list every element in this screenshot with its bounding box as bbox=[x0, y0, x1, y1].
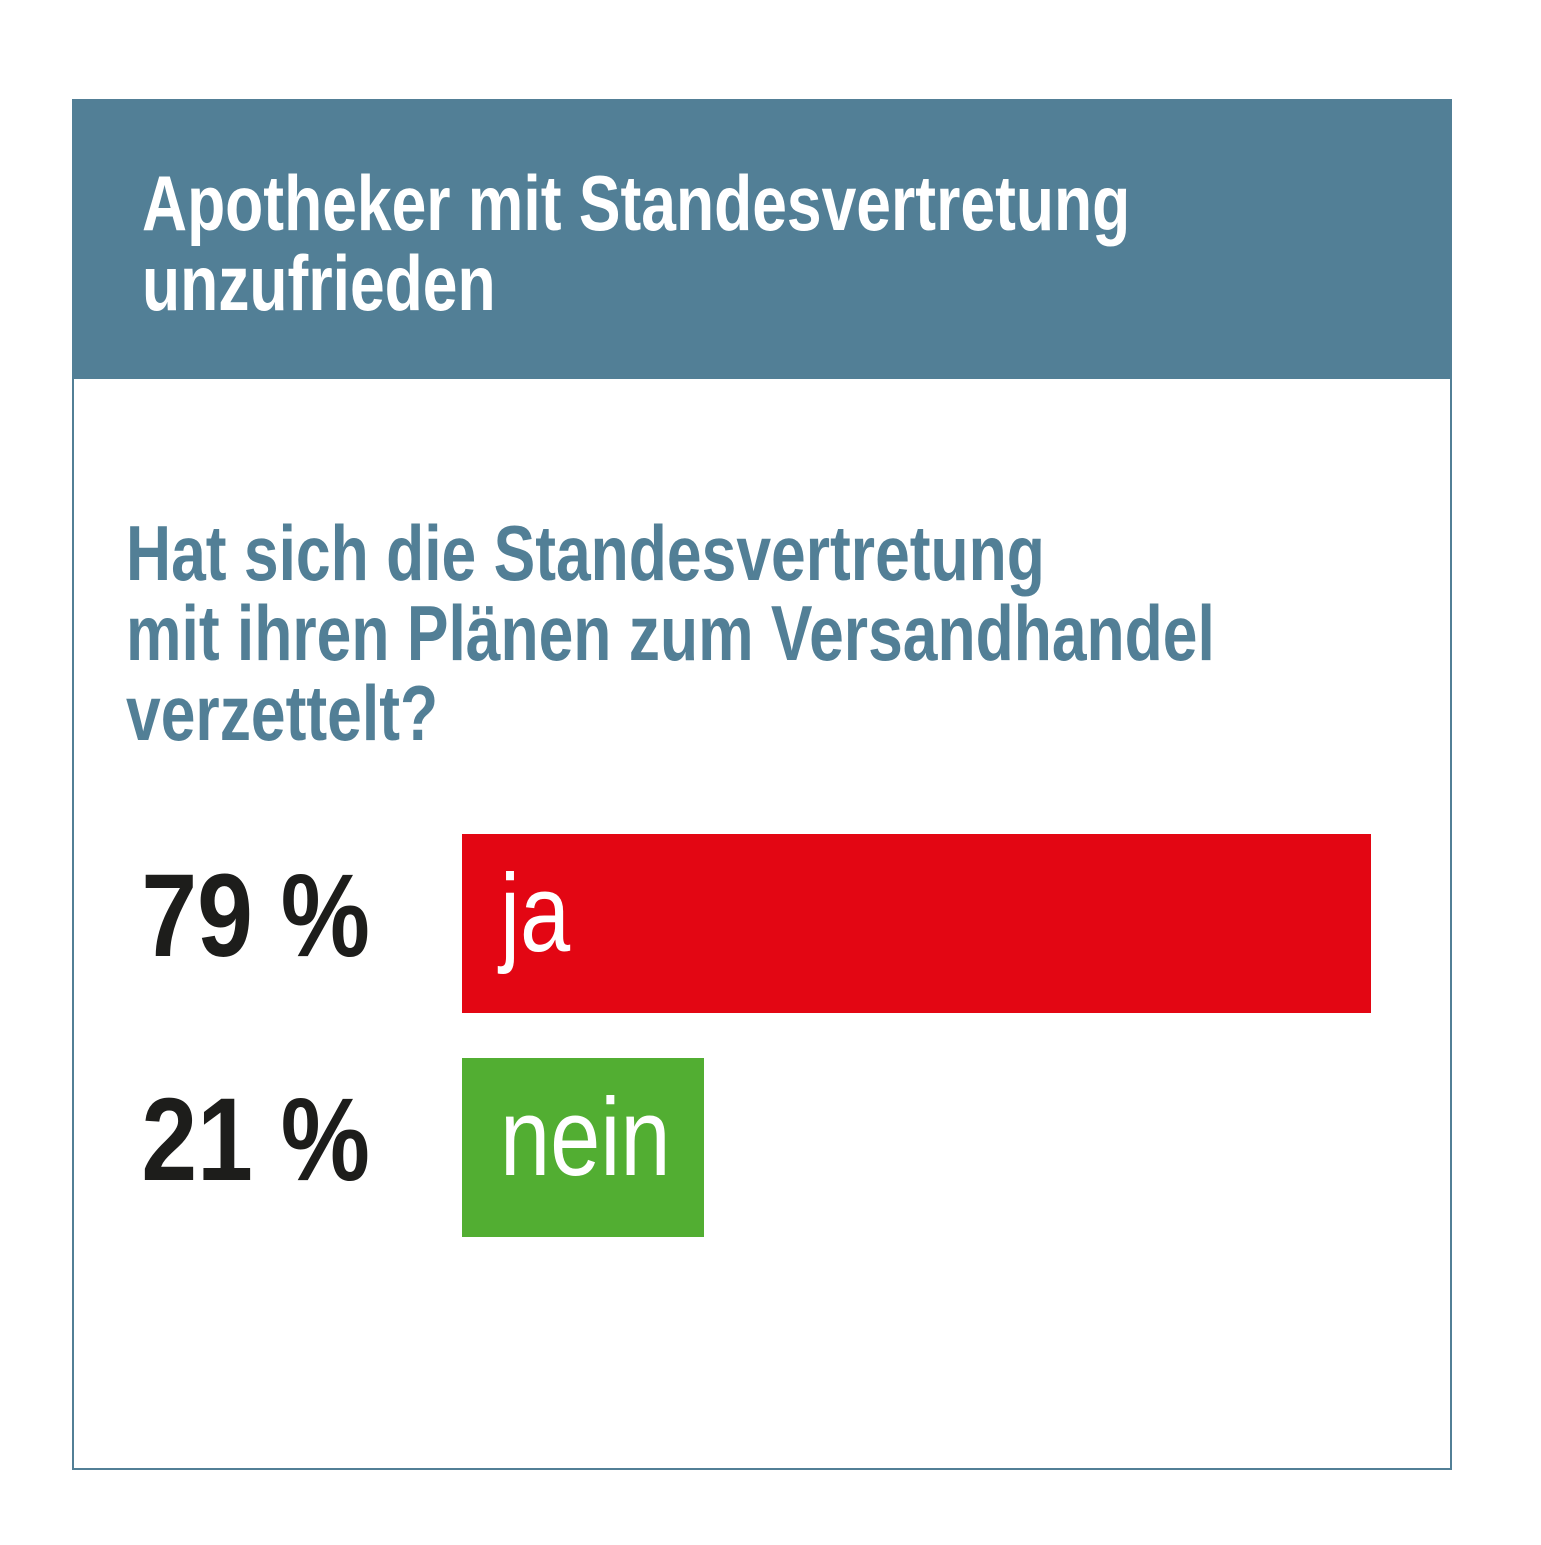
header-band: Apotheker mit Standesvertretung unzufrie… bbox=[74, 101, 1450, 379]
chart-frame: Apotheker mit Standesvertretung unzufrie… bbox=[72, 99, 1452, 1470]
question-line-1: Hat sich die Standesvertretung bbox=[126, 509, 1045, 597]
bar-label-nein: nein bbox=[500, 1076, 671, 1199]
question-line-2: mit ihren Plänen zum Versandhandel bbox=[126, 589, 1215, 677]
value-label-ja: 79 % bbox=[141, 850, 370, 982]
question-line-3: verzettelt? bbox=[126, 669, 439, 757]
chart-title: Apotheker mit Standesvertretung unzufrie… bbox=[142, 163, 1130, 323]
bar-label-ja: ja bbox=[500, 852, 571, 975]
value-label-nein: 21 % bbox=[141, 1074, 370, 1206]
bar-nein: nein bbox=[462, 1058, 704, 1237]
survey-question: Hat sich die Standesvertretung mit ihren… bbox=[126, 513, 1215, 753]
title-line-2: unzufrieden bbox=[142, 239, 496, 327]
title-line-1: Apotheker mit Standesvertretung bbox=[142, 159, 1131, 247]
bar-ja: ja bbox=[462, 834, 1372, 1013]
